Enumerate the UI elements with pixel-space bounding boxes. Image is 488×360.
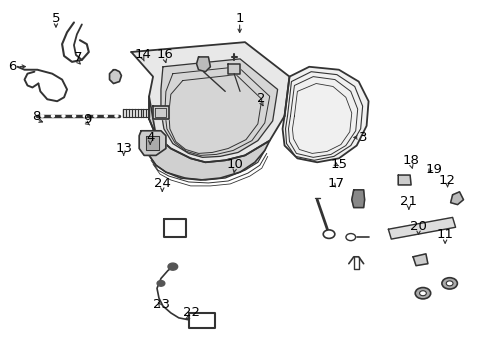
Polygon shape [146, 136, 159, 150]
Polygon shape [131, 42, 289, 162]
Text: 2: 2 [257, 92, 265, 105]
Circle shape [73, 115, 76, 117]
Circle shape [345, 234, 355, 240]
Text: 18: 18 [402, 154, 419, 167]
Circle shape [441, 278, 456, 289]
Text: 17: 17 [327, 177, 344, 190]
Text: 4: 4 [146, 131, 154, 144]
Circle shape [446, 281, 452, 286]
Circle shape [62, 115, 65, 117]
Circle shape [115, 115, 118, 117]
Polygon shape [139, 131, 165, 156]
Circle shape [168, 263, 177, 270]
Text: 8: 8 [32, 110, 41, 123]
Circle shape [419, 291, 426, 296]
Polygon shape [153, 106, 168, 119]
Text: 3: 3 [358, 131, 366, 144]
Circle shape [83, 115, 86, 117]
Polygon shape [412, 254, 427, 266]
Text: 5: 5 [52, 12, 60, 25]
Polygon shape [196, 57, 210, 72]
Polygon shape [163, 219, 185, 237]
Text: 14: 14 [134, 48, 151, 61]
Polygon shape [397, 175, 410, 185]
Circle shape [104, 115, 107, 117]
Polygon shape [282, 67, 368, 162]
Text: 1: 1 [235, 12, 244, 25]
Text: 12: 12 [438, 174, 455, 186]
Polygon shape [228, 64, 240, 74]
Text: 23: 23 [153, 298, 169, 311]
Text: 21: 21 [400, 195, 417, 208]
Polygon shape [149, 96, 269, 180]
Polygon shape [109, 70, 121, 84]
Polygon shape [161, 59, 277, 157]
Text: 16: 16 [156, 48, 173, 61]
Text: 11: 11 [436, 229, 453, 242]
Text: 13: 13 [115, 141, 132, 154]
Circle shape [157, 280, 164, 286]
Text: 7: 7 [73, 51, 82, 64]
Circle shape [323, 230, 334, 238]
Circle shape [41, 115, 44, 117]
Text: 20: 20 [409, 220, 426, 233]
Polygon shape [450, 192, 463, 204]
Polygon shape [387, 217, 455, 239]
Text: 22: 22 [183, 306, 200, 319]
Text: 9: 9 [83, 113, 91, 126]
Circle shape [51, 115, 54, 117]
Text: 19: 19 [425, 163, 442, 176]
Text: 24: 24 [154, 177, 170, 190]
Polygon shape [188, 313, 215, 328]
Polygon shape [351, 190, 364, 208]
Circle shape [414, 288, 430, 299]
Text: 6: 6 [8, 60, 17, 73]
Text: 10: 10 [226, 158, 243, 171]
Circle shape [94, 115, 97, 117]
Text: 15: 15 [329, 158, 346, 171]
